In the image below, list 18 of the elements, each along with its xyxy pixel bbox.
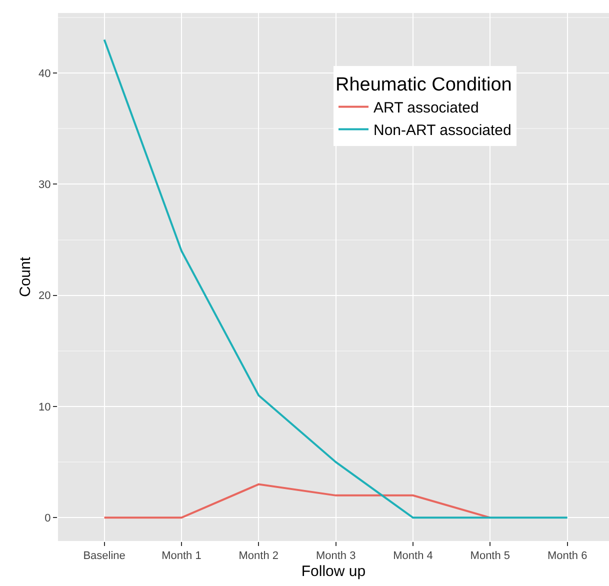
legend-label: ART associated <box>374 100 479 117</box>
x-tick-label: Month 6 <box>547 550 588 562</box>
y-tick-label: 10 <box>38 401 51 414</box>
x-tick-label: Month 1 <box>162 550 202 562</box>
y-axis-title: Count <box>16 256 34 298</box>
y-tick-label: 40 <box>38 68 51 80</box>
legend-title: Rheumatic Condition <box>336 74 512 96</box>
x-tick-label: Month 3 <box>316 550 356 562</box>
x-axis-title: Follow up <box>301 563 366 580</box>
y-tick-label: 30 <box>38 179 51 192</box>
x-tick-label: Month 2 <box>238 550 279 562</box>
x-tick-label: Month 5 <box>470 550 510 562</box>
x-tick-label: Baseline <box>83 550 126 562</box>
legend-label: Non-ART associated <box>374 122 512 140</box>
y-tick-label: 0 <box>44 512 51 525</box>
y-tick-label: 20 <box>38 290 51 302</box>
line-series <box>103 38 568 519</box>
x-tick-label: Month 4 <box>393 550 433 562</box>
